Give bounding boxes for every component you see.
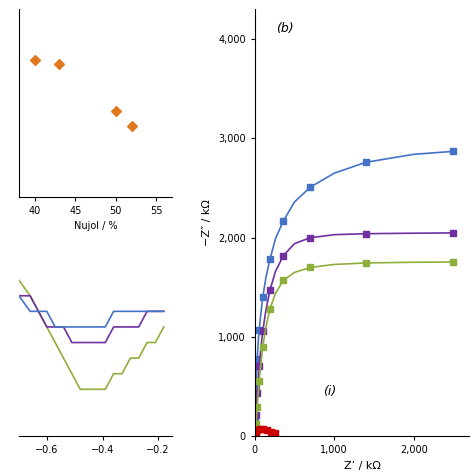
Point bbox=[31, 56, 39, 64]
Point bbox=[112, 107, 119, 115]
X-axis label: Nujol / %: Nujol / % bbox=[74, 221, 118, 231]
Y-axis label: −Z″ / kΩ: −Z″ / kΩ bbox=[202, 200, 212, 246]
X-axis label: Z’ / kΩ: Z’ / kΩ bbox=[344, 461, 381, 471]
Point bbox=[55, 60, 63, 68]
Point bbox=[128, 123, 136, 130]
Text: (b): (b) bbox=[276, 22, 294, 35]
Text: (i): (i) bbox=[323, 385, 337, 398]
